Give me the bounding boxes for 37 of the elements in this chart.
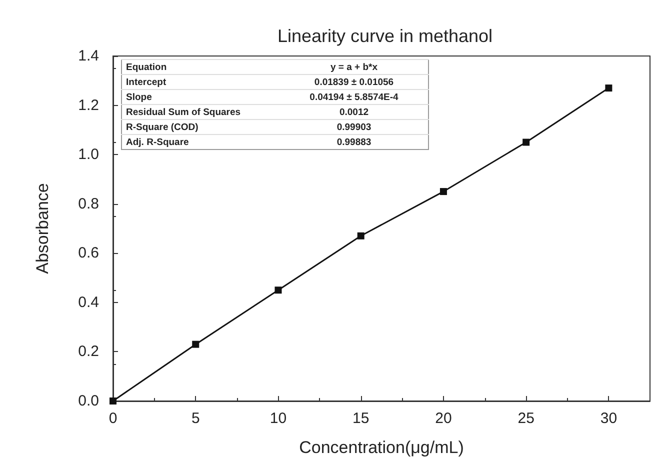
y-axis-title: Absorbance xyxy=(33,183,52,274)
x-tick-label: 0 xyxy=(108,410,118,427)
chart-title: Linearity curve in methanol xyxy=(277,26,493,46)
point xyxy=(605,84,612,92)
annotation: Residual Sum of Squares xyxy=(122,104,280,120)
annotation: Intercept xyxy=(122,74,280,90)
point xyxy=(522,138,530,146)
annotation: 0.99903 xyxy=(280,120,428,134)
point xyxy=(274,286,282,294)
annotation: Adj. R-Square xyxy=(122,134,280,150)
x-tick-label: 5 xyxy=(191,410,200,427)
annotation: Slope xyxy=(122,90,280,104)
annotation: 0.04194 ± 5.8574E-4 xyxy=(280,90,428,104)
annotation: y = a + b*x xyxy=(280,60,428,74)
point xyxy=(440,188,447,196)
x-tick-label: 20 xyxy=(435,410,452,427)
annotation: 0.01839 ± 0.01056 xyxy=(280,74,428,90)
point xyxy=(110,398,116,404)
x-tick-label: 10 xyxy=(270,410,287,427)
y-tick-label: 1.4 xyxy=(78,48,99,64)
point xyxy=(357,232,364,240)
x-tick-label: 30 xyxy=(600,410,618,427)
y-tick-label: 1.0 xyxy=(78,146,99,164)
annotation: R-Square (COD) xyxy=(122,120,280,134)
y-tick-label: 0.4 xyxy=(78,294,99,311)
x-tick-label: 25 xyxy=(518,410,534,427)
y-tick-label: 0.2 xyxy=(78,343,99,360)
x-axis-title: Concentration(μg/mL) xyxy=(299,438,464,457)
y-tick-label: 0.8 xyxy=(78,195,99,212)
point xyxy=(192,340,200,348)
y-tick-label: 1.2 xyxy=(78,96,99,114)
annotation: Equation xyxy=(122,60,280,74)
annotation: 0.0012 xyxy=(280,104,428,120)
y-tick-label: 0.0 xyxy=(78,392,99,410)
annotation: 0.99883 xyxy=(280,134,428,150)
y-tick-label: 0.6 xyxy=(78,244,99,262)
x-tick-label: 15 xyxy=(352,410,370,427)
